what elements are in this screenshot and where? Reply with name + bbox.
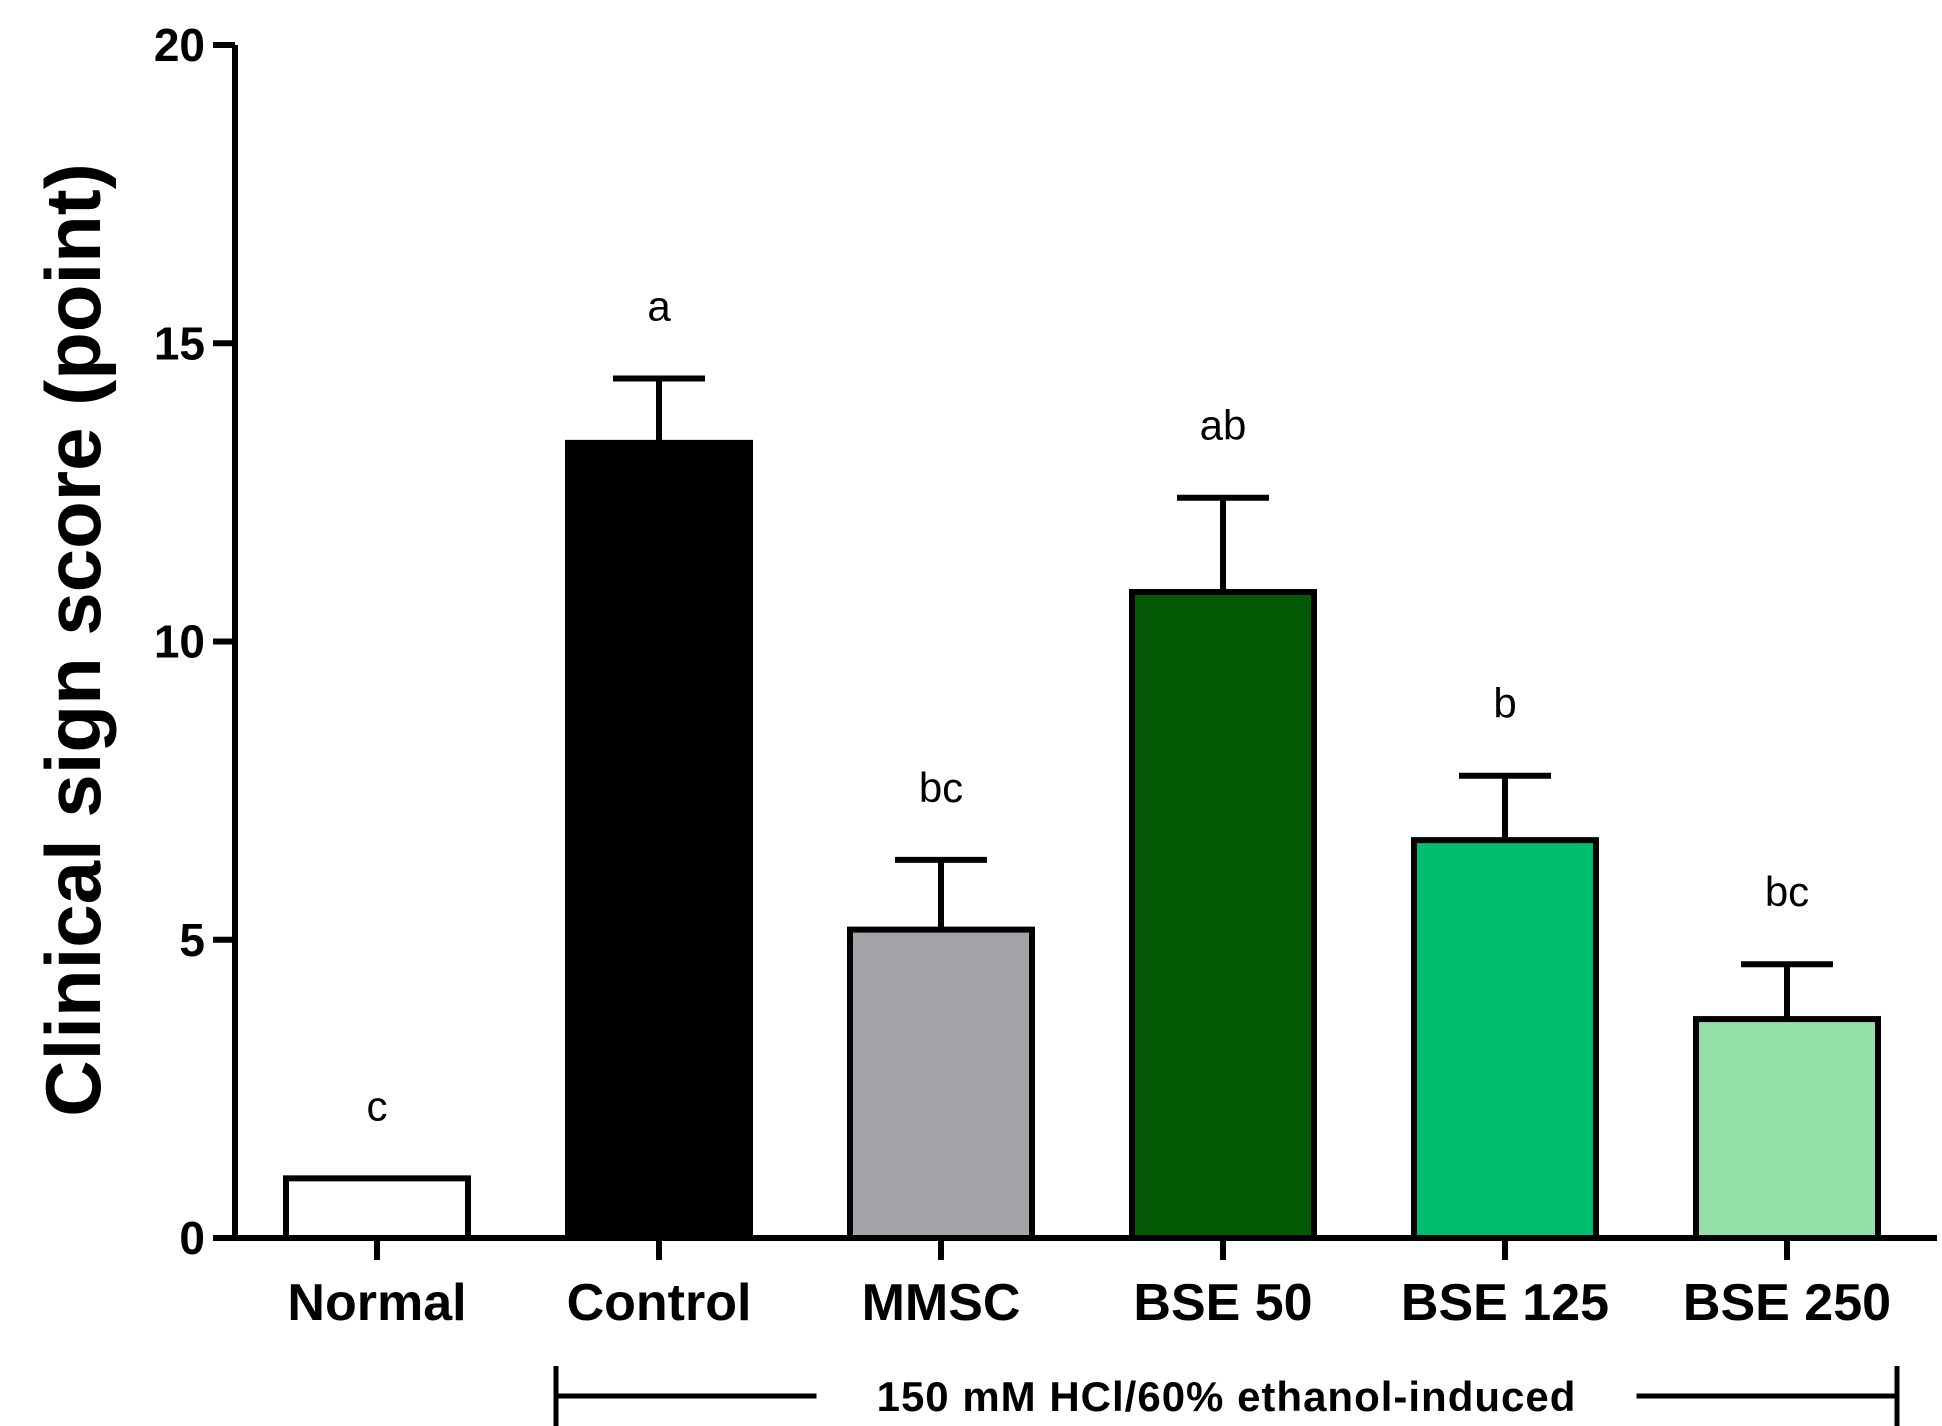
significance-label-mmsc: bc [919,764,963,811]
group-bracket: 150 mM HCl/60% ethanol-induced [553,1366,1900,1426]
significance-label-control: a [647,282,671,329]
y-tick-label-5: 5 [179,914,205,966]
bar-normal [283,1175,471,1241]
x-tick-label-control: Control [567,1274,752,1332]
bar-bse-50 [1129,588,1317,1241]
bar-bse-250 [1693,1016,1881,1241]
bar-control [565,439,753,1242]
significance-label-bse-250: bc [1765,868,1809,915]
significance-label-bse-125: b [1493,680,1516,727]
bar-bse-125 [1411,837,1599,1242]
x-tick-label-mmsc: MMSC [862,1274,1021,1332]
x-tick-label-bse-50: BSE 50 [1133,1274,1312,1332]
chart-labels: Normal c Control a MMSC bc BSE 50 ab BSE 125 b BSE… [287,282,1891,1332]
y-axis-label: Clinical sign score (point) [29,163,117,1116]
x-tick-label-bse-125: BSE 125 [1401,1274,1609,1332]
x-tick-label-bse-250: BSE 250 [1683,1274,1891,1332]
chart-bars [283,375,1881,1242]
y-tick-label-0: 0 [179,1212,205,1264]
chart-axes: 0 5 10 15 20 [154,19,1937,1264]
y-tick-label-20: 20 [154,19,205,71]
y-tick-label-15: 15 [154,317,205,369]
significance-label-normal: c [367,1082,388,1129]
bar-mmsc [847,926,1035,1241]
group-bracket-label: 150 mM HCl/60% ethanol-induced [877,1373,1577,1420]
significance-label-bse-50: ab [1200,402,1247,449]
y-tick-label-10: 10 [154,616,205,668]
x-tick-label-normal: Normal [287,1274,466,1332]
